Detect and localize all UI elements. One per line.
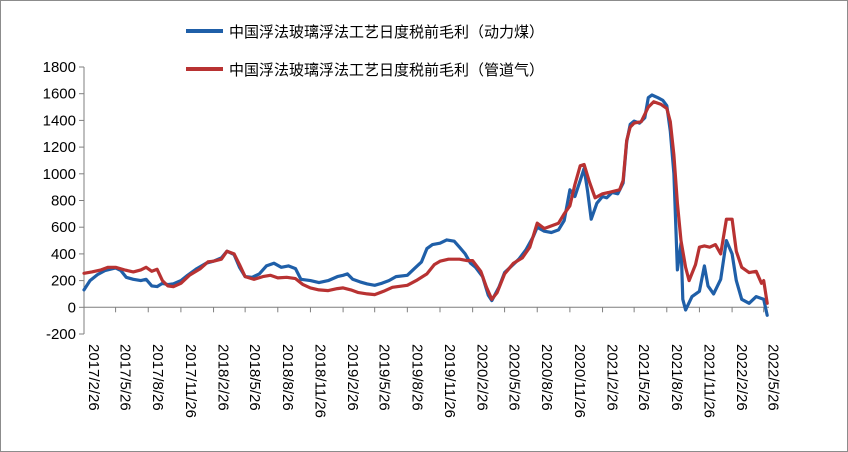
x-tick-label: 2018/5/26 — [246, 344, 263, 411]
x-tick-label: 2017/11/26 — [182, 344, 199, 418]
x-tick-label: 2018/8/26 — [279, 344, 296, 411]
y-tick-label: -200 — [46, 326, 76, 343]
legend-label-gas: 中国浮法玻璃浮法工艺日度税前毛利（管道气） — [229, 61, 544, 79]
y-tick-label: 1000 — [43, 166, 76, 183]
x-tick-label: 2019/5/26 — [376, 344, 393, 411]
y-tick-label: 1200 — [43, 139, 76, 156]
x-tick-label: 2019/11/26 — [441, 344, 458, 418]
legend: 中国浮法玻璃浮法工艺日度税前毛利（动力煤） 中国浮法玻璃浮法工艺日度税前毛利（管… — [186, 23, 544, 79]
series-line-coal — [82, 93, 769, 317]
y-tick-label: 1600 — [43, 86, 76, 103]
x-tick-label: 2020/5/26 — [506, 344, 523, 411]
y-tick-label: 0 — [68, 299, 76, 316]
y-tick-label: 600 — [51, 219, 76, 236]
x-tick-label: 2021/8/26 — [668, 344, 685, 411]
plot-area — [82, 93, 769, 317]
x-tick-label: 2018/11/26 — [311, 344, 328, 418]
x-tick-label: 2022/2/26 — [733, 344, 750, 411]
x-tick-label: 2021/11/26 — [700, 344, 717, 418]
x-tick-label: 2018/2/26 — [215, 344, 232, 411]
x-tick-label: 2019/8/26 — [408, 344, 425, 411]
x-tick-label: 2017/8/26 — [149, 344, 166, 411]
x-tick-label: 2020/2/26 — [474, 344, 491, 411]
y-tick-label: 800 — [51, 193, 76, 210]
x-tick-label: 2021/5/26 — [635, 344, 652, 411]
y-tick-label: 1400 — [43, 112, 76, 129]
x-tick-label: 2020/11/26 — [571, 344, 588, 418]
x-tick-label: 2021/2/26 — [604, 344, 621, 411]
x-tick-label: 2022/5/26 — [765, 344, 782, 411]
y-tick-label: 400 — [51, 246, 76, 263]
x-axis: 2017/2/26 2017/5/26 2017/8/26 2017/11/26 201… — [83, 306, 782, 418]
legend-label-coal: 中国浮法玻璃浮法工艺日度税前毛利（动力煤） — [229, 23, 544, 41]
y-axis: 1800 1600 1400 1200 1000 800 600 400 200 0 -200 — [43, 59, 85, 343]
x-tick-label: 2017/5/26 — [117, 344, 134, 411]
series-line-gas — [82, 100, 769, 305]
x-tick-label: 2017/2/26 — [85, 344, 102, 411]
x-tick-label: 2019/2/26 — [344, 344, 361, 411]
x-tick-label: 2020/8/26 — [538, 344, 555, 411]
y-tick-label: 200 — [51, 273, 76, 290]
y-tick-label: 1800 — [43, 59, 76, 76]
